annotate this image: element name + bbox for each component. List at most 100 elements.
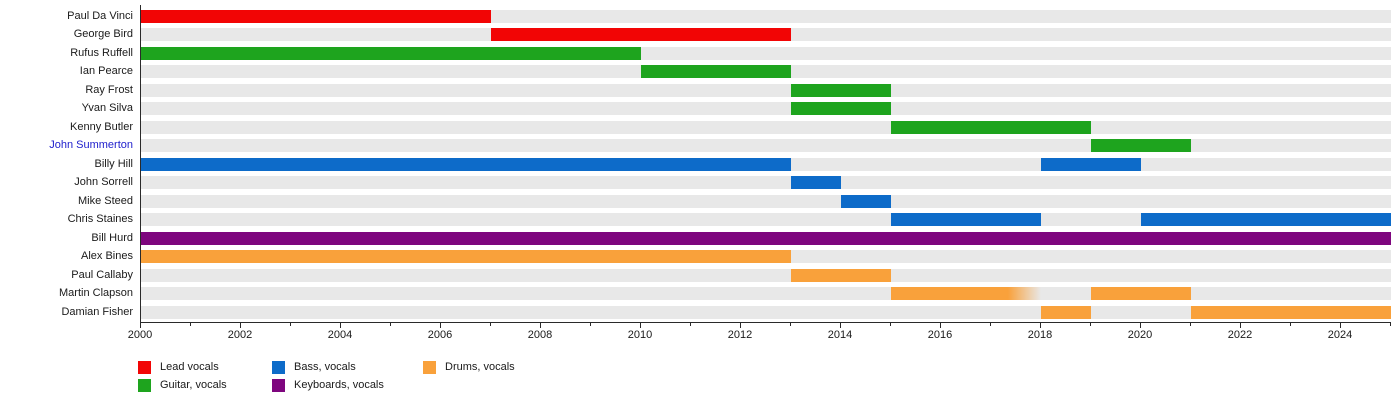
- member-track: [141, 287, 1391, 300]
- member-track: [141, 194, 1391, 208]
- axis-tick: [140, 322, 141, 328]
- legend-item-bass: Bass, vocals: [272, 361, 356, 374]
- axis-tick: [840, 322, 841, 328]
- timeline-bar-bass: [791, 176, 841, 189]
- member-track: [141, 46, 1391, 60]
- legend-item-drums: Drums, vocals: [423, 361, 515, 374]
- member-label: Chris Staines: [67, 213, 133, 225]
- axis-year-label: 2020: [1127, 329, 1153, 341]
- axis-year-label: 2010: [627, 329, 653, 341]
- timeline-bar-drums: [1191, 305, 1391, 319]
- axis-tick: [540, 322, 541, 328]
- member-track: [141, 250, 1391, 263]
- member-label: Bill Hurd: [91, 231, 133, 244]
- axis-year-label: 2014: [827, 329, 853, 341]
- timeline-bar-bass: [891, 213, 1041, 226]
- timeline-bar-guitar: [791, 83, 891, 97]
- timeline-bar-bass: [1141, 213, 1391, 226]
- axis-year-label: 2022: [1227, 329, 1253, 341]
- member-track: [141, 65, 1391, 78]
- timeline-bar-bass: [841, 194, 891, 208]
- axis-tick: [1390, 322, 1391, 326]
- member-track: [141, 231, 1391, 245]
- member-label: Paul Callaby: [71, 268, 133, 281]
- legend-swatch-lead: [138, 361, 151, 374]
- timeline-bar-bass: [1041, 157, 1141, 171]
- legend-label: Drums, vocals: [445, 361, 515, 373]
- member-label: George Bird: [73, 28, 133, 40]
- legend-swatch-keyboards: [272, 379, 285, 392]
- axis-tick: [890, 322, 891, 326]
- legend-swatch-bass: [272, 361, 285, 374]
- axis-tick: [790, 322, 791, 326]
- member-track: [141, 83, 1391, 97]
- member-track: [141, 120, 1391, 134]
- axis-tick: [1240, 322, 1241, 328]
- member-label: Yvan Silva: [81, 102, 133, 114]
- member-label: Alex Bines: [81, 250, 133, 262]
- legend-label: Bass, vocals: [294, 361, 356, 373]
- axis-tick: [340, 322, 341, 328]
- member-track: [141, 176, 1391, 189]
- timeline-bar-guitar: [791, 102, 891, 115]
- timeline-bar-drums: [1091, 287, 1191, 300]
- timeline-bar-drums: [791, 268, 891, 282]
- member-label: Damian Fisher: [61, 305, 133, 318]
- member-label: Paul Da Vinci: [67, 9, 133, 22]
- legend-label: Keyboards, vocals: [294, 379, 384, 391]
- axis-year-label: 2016: [927, 329, 953, 341]
- member-label: Martin Clapson: [59, 287, 133, 299]
- member-track: [141, 268, 1391, 282]
- axis-tick: [990, 322, 991, 326]
- member-label: Kenny Butler: [70, 120, 133, 133]
- axis-tick: [740, 322, 741, 328]
- timeline-bar-drums: [141, 250, 791, 263]
- axis-year-label: 2002: [227, 329, 253, 341]
- axis-tick: [640, 322, 641, 328]
- legend-item-lead: Lead vocals: [138, 361, 219, 374]
- axis-year-label: 2004: [327, 329, 353, 341]
- member-track: [141, 213, 1391, 226]
- legend-swatch-drums: [423, 361, 436, 374]
- legend-label: Guitar, vocals: [160, 379, 227, 391]
- member-label-link[interactable]: John Summerton: [49, 139, 133, 151]
- timeline-bar-keyboards: [141, 231, 1391, 245]
- axis-year-label: 2012: [727, 329, 753, 341]
- member-track: [141, 28, 1391, 41]
- plot-area: [140, 5, 1391, 323]
- axis-tick: [940, 322, 941, 328]
- axis-tick: [490, 322, 491, 326]
- axis-tick: [1290, 322, 1291, 326]
- legend-item-guitar: Guitar, vocals: [138, 379, 227, 392]
- member-label: Mike Steed: [77, 194, 133, 207]
- axis-year-label: 2018: [1027, 329, 1053, 341]
- axis-year-label: 2008: [527, 329, 553, 341]
- member-track: [141, 305, 1391, 319]
- timeline-bar-guitar: [891, 120, 1091, 134]
- axis-tick: [390, 322, 391, 326]
- member-label: Ian Pearce: [79, 65, 133, 77]
- member-track: [141, 157, 1391, 171]
- timeline-bar-drums: [1041, 305, 1091, 319]
- legend-swatch-guitar: [138, 379, 151, 392]
- axis-tick: [690, 322, 691, 326]
- axis-tick: [1090, 322, 1091, 326]
- member-track: [141, 102, 1391, 115]
- axis-tick: [1340, 322, 1341, 328]
- member-label: Billy Hill: [94, 157, 134, 170]
- axis-tick: [290, 322, 291, 326]
- axis-tick: [190, 322, 191, 326]
- axis-tick: [440, 322, 441, 328]
- axis-tick: [1190, 322, 1191, 326]
- axis-tick: [1140, 322, 1141, 328]
- legend-item-keyboards: Keyboards, vocals: [272, 379, 384, 392]
- axis-tick: [1040, 322, 1041, 328]
- member-track: [141, 9, 1391, 23]
- member-label: Rufus Ruffell: [70, 46, 133, 59]
- timeline-bar-lead: [141, 9, 491, 23]
- timeline-bar-bass: [141, 157, 791, 171]
- member-label: John Sorrell: [74, 176, 133, 188]
- axis-year-label: 2006: [427, 329, 453, 341]
- axis-year-label: 2000: [127, 329, 153, 341]
